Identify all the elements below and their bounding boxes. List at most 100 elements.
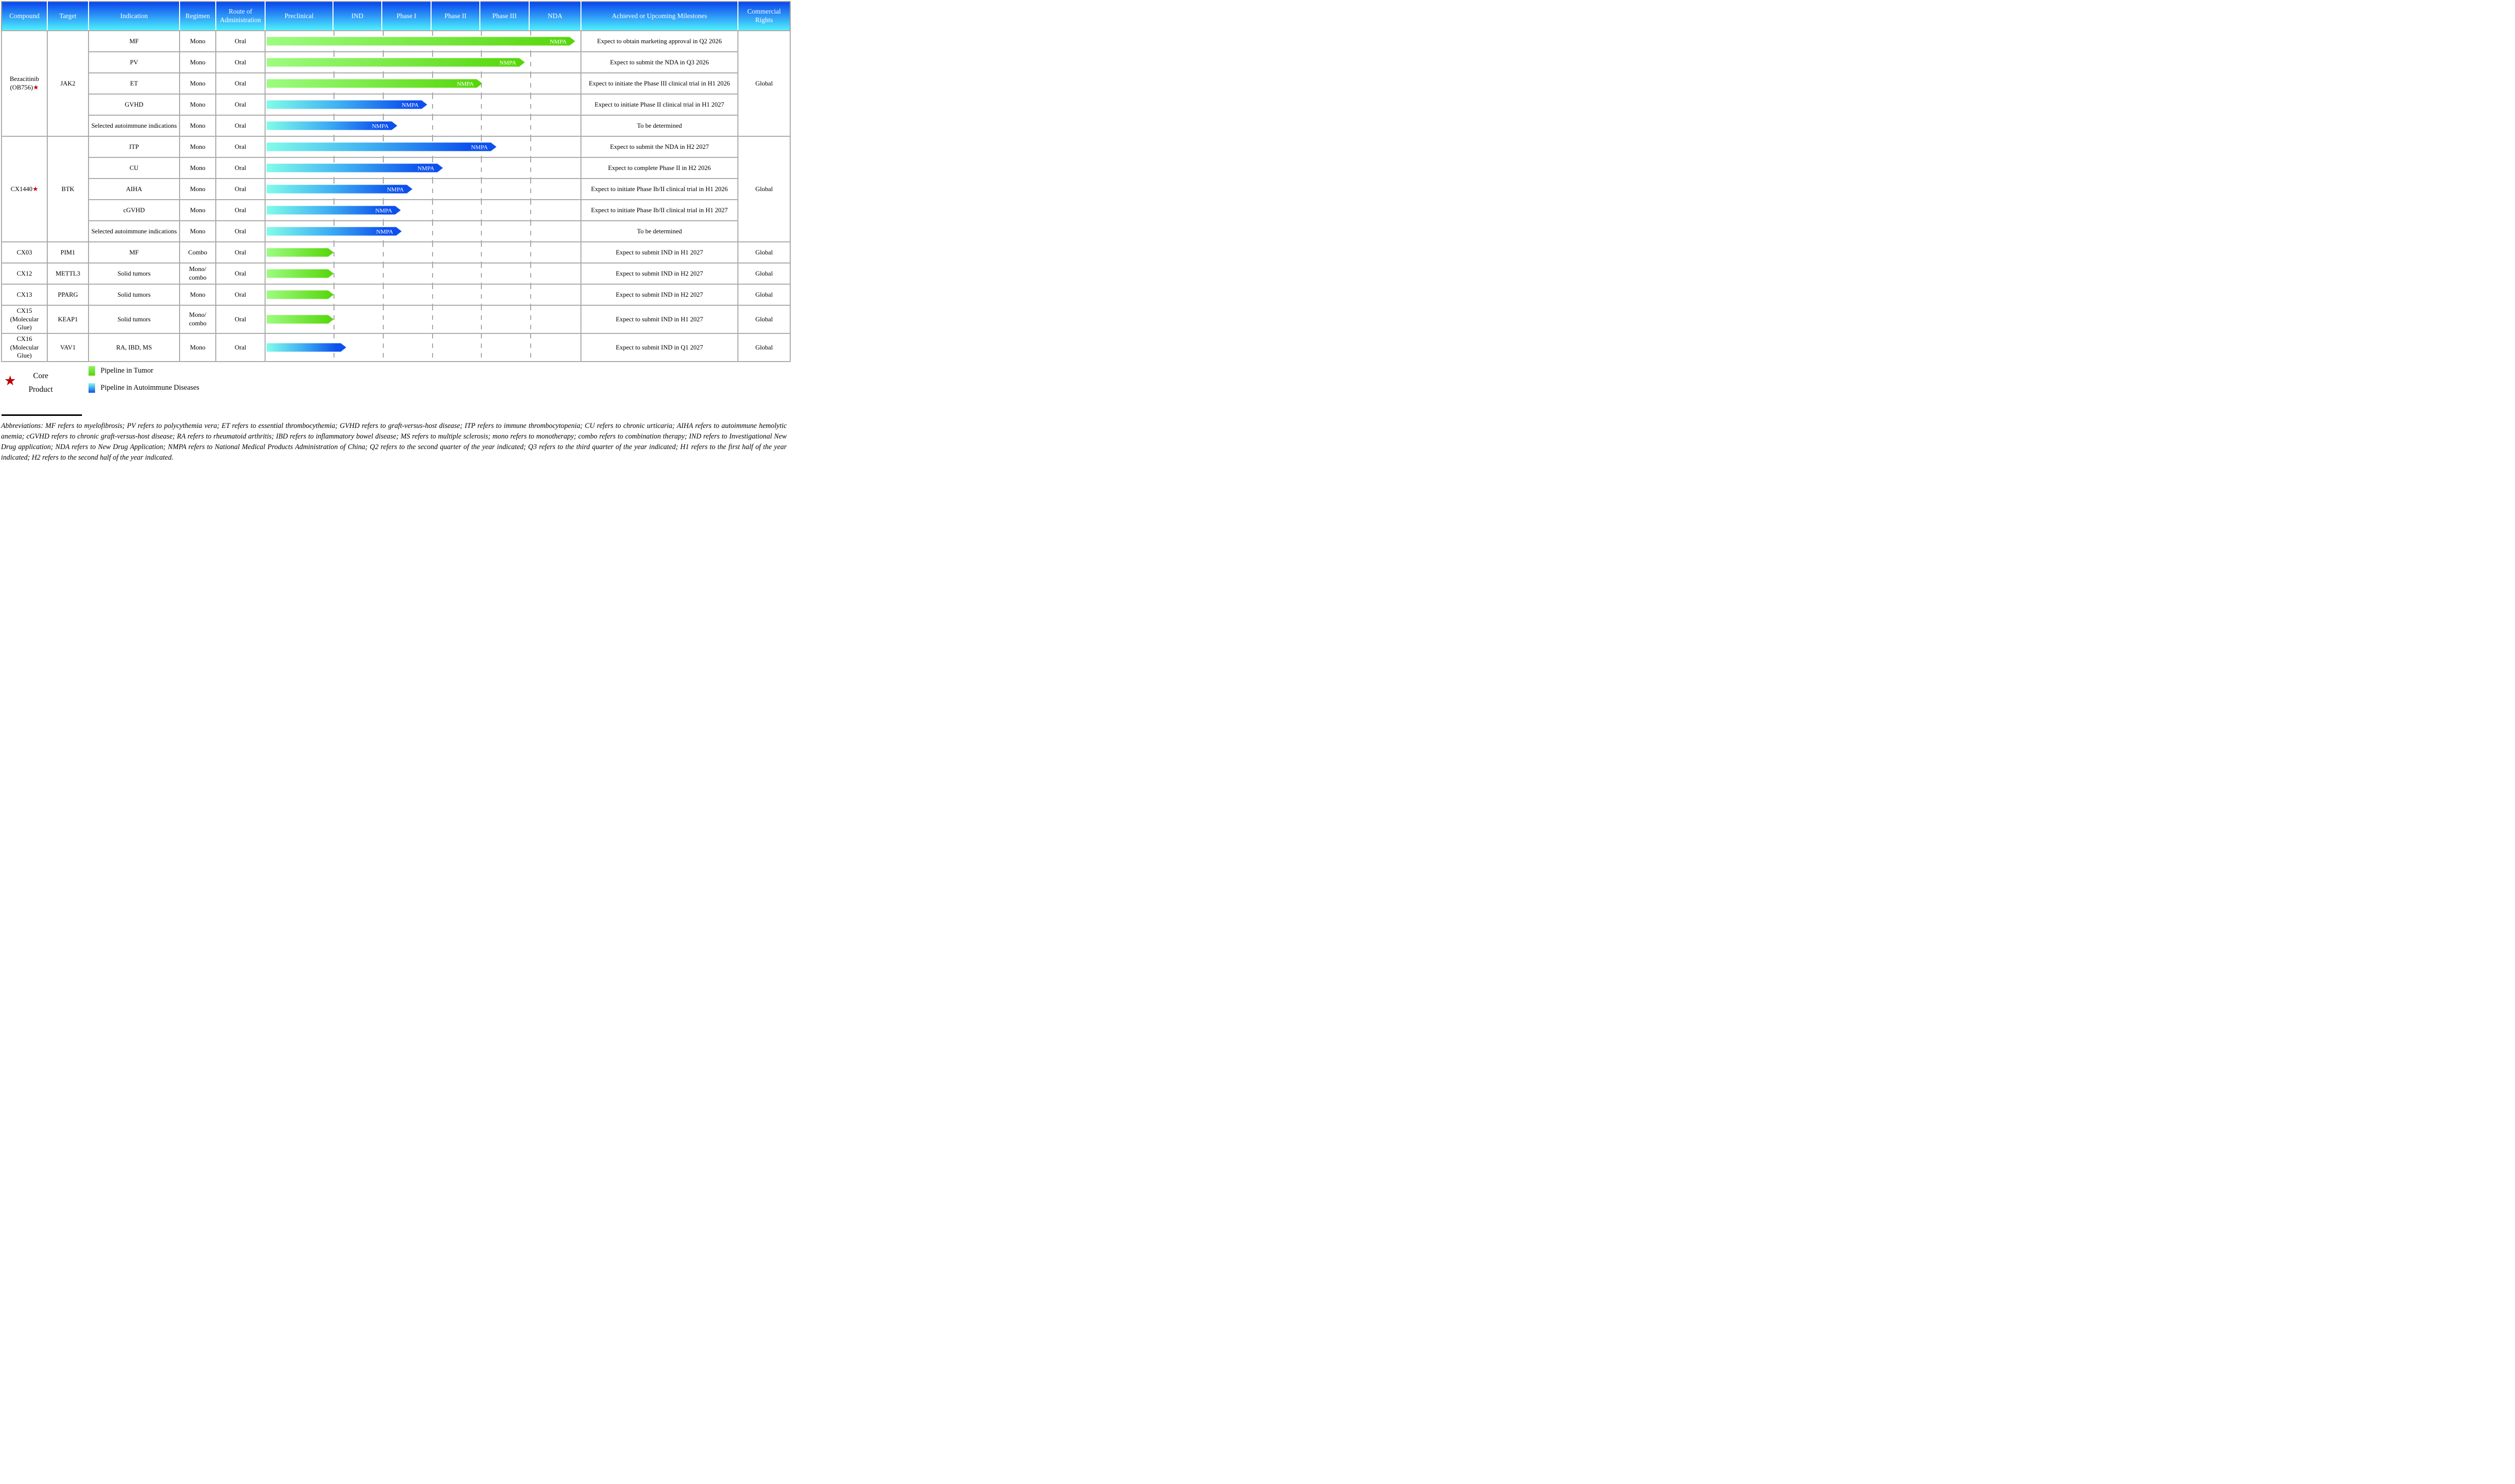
cell-route: Oral xyxy=(215,220,266,242)
cell-regimen: Mono/combo xyxy=(179,305,216,334)
phase-gridline xyxy=(530,95,532,115)
phase-track xyxy=(265,332,581,362)
phase-gridline xyxy=(382,264,384,284)
cell-regimen: Mono xyxy=(179,332,216,362)
bar-label: NMPA xyxy=(376,228,393,235)
phase-gridline xyxy=(530,306,532,333)
table-row: ET Mono Oral NMPA Expect to initiate the Pha… xyxy=(2,72,790,95)
core-product-star-icon: ★ xyxy=(33,84,39,91)
bar-label: NMPA xyxy=(401,101,419,108)
cell-indication: MF xyxy=(88,30,180,52)
table-row: PV Mono Oral NMPA Expect to submit the NDA i… xyxy=(2,51,790,73)
phase-gridline xyxy=(481,242,482,263)
cell-route: Oral xyxy=(215,284,266,306)
phase-gridline xyxy=(432,221,434,241)
table-row: Bezacitinib (OB756)★ JAK2 MF Mono Oral NMPA Ex… xyxy=(1,30,791,137)
phase-track: NMPA xyxy=(265,94,581,116)
phase-gridline xyxy=(333,306,335,333)
phase-gridline xyxy=(432,333,434,361)
cell-regimen: Mono xyxy=(179,199,216,221)
phase-gridline xyxy=(432,179,434,199)
pipeline-bar: NMPA xyxy=(267,227,402,236)
pipeline-bar xyxy=(267,315,333,323)
phase-gridline xyxy=(481,285,482,305)
phase-gridline xyxy=(333,264,335,284)
cell-regimen: Mono xyxy=(179,72,216,95)
phase-gridline xyxy=(481,179,482,199)
footnote-separator xyxy=(2,414,82,416)
cell-compound: CX15 (Molecular Glue) xyxy=(1,305,48,334)
autoimmune-swatch-icon xyxy=(89,383,95,393)
cell-regimen: Mono xyxy=(179,51,216,73)
phase-gridline xyxy=(382,306,384,333)
phase-gridline xyxy=(481,333,482,361)
cell-regimen: Mono xyxy=(179,157,216,179)
table-row: AIHA Mono Oral NMPA Expect to initiate Phase… xyxy=(2,178,790,200)
pipeline-bar xyxy=(267,343,346,352)
col-header-route: Route of Administration xyxy=(216,2,266,31)
table-row: CX12 METTL3 Solid tumors Mono/combo Oral Expe… xyxy=(1,263,791,285)
legend-label-autoimmune: Pipeline in Autoimmune Diseases xyxy=(101,383,200,392)
bar-label: NMPA xyxy=(471,143,488,150)
cell-indication: Solid tumors xyxy=(88,284,180,306)
cell-compound: CX1440★ xyxy=(1,136,48,242)
phase-track: NMPA xyxy=(265,199,581,221)
pipeline-table: Compound Target Indication Regimen Route… xyxy=(1,1,791,362)
cell-route: Oral xyxy=(215,115,266,137)
phase-gridline xyxy=(530,73,532,94)
cell-commercial: Global xyxy=(737,284,791,306)
phase-track: NMPA xyxy=(265,115,581,137)
phase-gridline xyxy=(432,242,434,263)
cell-commercial: Global xyxy=(737,241,791,264)
pipeline-bar: NMPA xyxy=(267,122,397,130)
cell-milestone: To be determined xyxy=(580,115,738,137)
phase-gridline xyxy=(530,264,532,284)
cell-indication: Selected autoimmune indications xyxy=(88,115,180,137)
col-header-compound: Compound xyxy=(2,2,48,31)
cell-compound: Bezacitinib (OB756)★ xyxy=(1,30,48,137)
pipeline-page: Compound Target Indication Regimen Route… xyxy=(0,0,791,462)
col-header-indication: Indication xyxy=(89,2,180,31)
core-product-star-icon: ★ xyxy=(32,185,38,193)
col-header-commercial: Commercial Rights xyxy=(738,2,790,31)
cell-milestone: Expect to initiate Phase II clinical tri… xyxy=(580,94,738,116)
col-header-phase2: Phase II xyxy=(431,2,480,31)
col-header-ind: IND xyxy=(333,2,382,31)
cell-regimen: Combo xyxy=(179,241,216,264)
cell-route: Oral xyxy=(215,94,266,116)
cell-regimen: Mono xyxy=(179,178,216,200)
pipeline-bar xyxy=(267,291,333,299)
cell-target: PPARG xyxy=(47,284,89,306)
cell-regimen: Mono xyxy=(179,284,216,306)
cell-milestone: Expect to initiate Phase Ib/II clinical … xyxy=(580,178,738,200)
phase-gridline xyxy=(481,158,482,178)
cell-milestone: Expect to initiate the Phase III clinica… xyxy=(580,72,738,95)
core-product-star-icon: ★ xyxy=(4,373,17,388)
cell-milestone: Expect to submit IND in H1 2027 xyxy=(580,241,738,264)
phase-track: NMPA xyxy=(265,51,581,73)
cell-indication: Selected autoimmune indications xyxy=(88,220,180,242)
cell-target: VAV1 xyxy=(47,332,89,362)
legend-item-tumor: Pipeline in Tumor xyxy=(89,366,153,376)
tumor-swatch-icon xyxy=(89,366,95,376)
legend-item-autoimmune: Pipeline in Autoimmune Diseases xyxy=(89,383,199,393)
phase-gridline xyxy=(530,52,532,72)
phase-track: NMPA xyxy=(265,157,581,179)
cell-compound: CX03 xyxy=(1,241,48,264)
phase-gridline xyxy=(481,306,482,333)
cell-target: METTL3 xyxy=(47,263,89,285)
cell-milestone: Expect to submit the NDA in Q3 2026 xyxy=(580,51,738,73)
cell-compound: CX13 xyxy=(1,284,48,306)
cell-indication: RA, IBD, MS xyxy=(88,332,180,362)
cell-indication: PV xyxy=(88,51,180,73)
cell-milestone: Expect to submit IND in H2 2027 xyxy=(580,284,738,306)
cell-commercial: Global xyxy=(737,305,791,334)
cell-route: Oral xyxy=(215,136,266,158)
phase-gridline xyxy=(530,333,532,361)
bar-label: NMPA xyxy=(375,207,392,214)
cell-milestone: To be determined xyxy=(580,220,738,242)
cell-target: JAK2 xyxy=(47,30,89,137)
cell-milestone: Expect to initiate Phase Ib/II clinical … xyxy=(580,199,738,221)
cell-milestone: Expect to complete Phase II in H2 2026 xyxy=(580,157,738,179)
cell-regimen: Mono xyxy=(179,94,216,116)
